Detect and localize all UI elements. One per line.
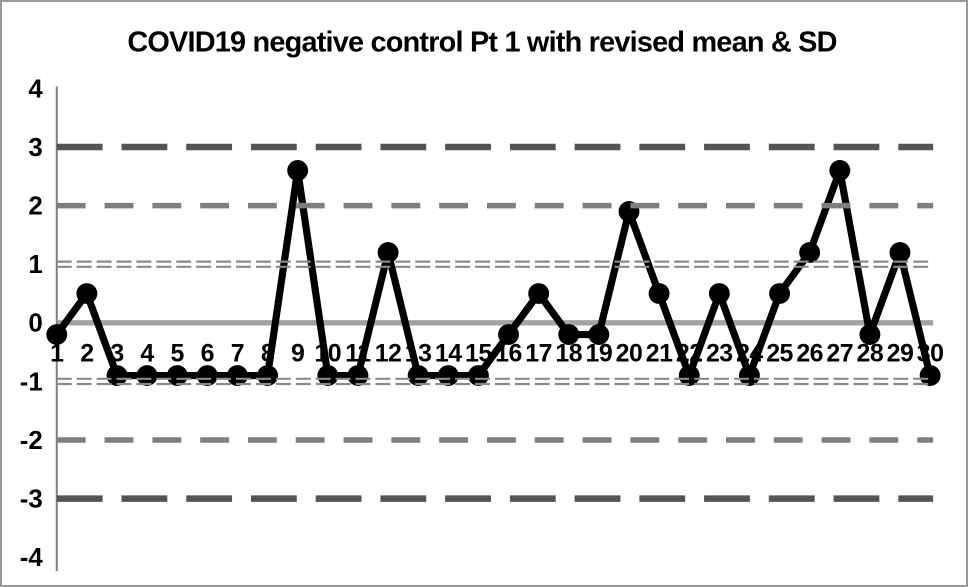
x-tick-label: 14: [435, 340, 462, 368]
data-point-marker: [919, 365, 941, 386]
x-tick-label: 4: [140, 340, 154, 368]
y-tick-label: 3: [28, 134, 42, 162]
y-axis-tick-labels: 4 3 2 1 0 -1 -2 -3 -4: [20, 75, 44, 572]
data-point-marker: [257, 365, 279, 386]
data-point-marker: [407, 365, 429, 386]
data-series-group: [46, 160, 941, 386]
data-point-marker: [46, 324, 68, 345]
x-tick-label: 9: [291, 340, 304, 368]
data-point-marker: [136, 365, 158, 386]
x-tick-label: 23: [706, 340, 733, 368]
y-tick-label: -3: [20, 486, 43, 514]
y-tick-label: 1: [28, 251, 42, 279]
y-tick-label: 4: [28, 75, 43, 103]
data-point-marker: [799, 242, 821, 263]
y-tick-label: -1: [20, 368, 43, 396]
data-point-marker: [317, 365, 339, 386]
data-point-marker: [678, 365, 700, 386]
sd-reference-lines-group: [56, 143, 934, 502]
data-point-marker: [76, 283, 98, 304]
data-point-marker: [588, 324, 610, 345]
data-point-marker: [467, 365, 489, 386]
y-tick-label: 2: [28, 193, 42, 221]
x-tick-label: 27: [826, 340, 853, 368]
data-point-marker: [226, 365, 248, 386]
data-point-marker: [558, 324, 580, 345]
data-point-marker: [106, 365, 128, 386]
y-tick-label: -4: [20, 544, 44, 572]
x-tick-label: 6: [201, 340, 214, 368]
data-point-marker: [829, 160, 851, 181]
x-tick-label: 20: [616, 340, 643, 368]
data-point-marker: [347, 365, 369, 386]
data-point-marker: [287, 160, 309, 181]
x-tick-label: 25: [766, 340, 793, 368]
data-point-marker: [708, 283, 730, 304]
data-point-marker: [648, 283, 670, 304]
x-tick-label: 26: [796, 340, 823, 368]
data-point-marker: [859, 324, 881, 345]
data-point-marker: [377, 242, 399, 263]
chart-title: COVID19 negative control Pt 1 with revis…: [127, 27, 836, 59]
x-tick-label: 5: [171, 340, 185, 368]
data-point-marker: [528, 283, 550, 304]
x-tick-label: 21: [646, 340, 673, 368]
x-tick-label: 1: [50, 340, 64, 368]
x-tick-label: 17: [525, 340, 552, 368]
data-point-marker: [769, 283, 791, 304]
x-tick-label: 12: [375, 340, 402, 368]
x-tick-label: 2: [80, 340, 93, 368]
x-tick-label: 29: [887, 340, 914, 368]
data-point-marker: [166, 365, 188, 386]
data-point-marker: [738, 365, 760, 386]
x-tick-label: 7: [231, 340, 244, 368]
data-point-marker: [498, 324, 519, 345]
data-point-marker: [889, 242, 911, 263]
y-tick-label: -2: [20, 427, 43, 455]
y-tick-label: 0: [28, 310, 42, 338]
data-point-marker: [196, 365, 218, 386]
data-point-marker: [437, 365, 459, 386]
